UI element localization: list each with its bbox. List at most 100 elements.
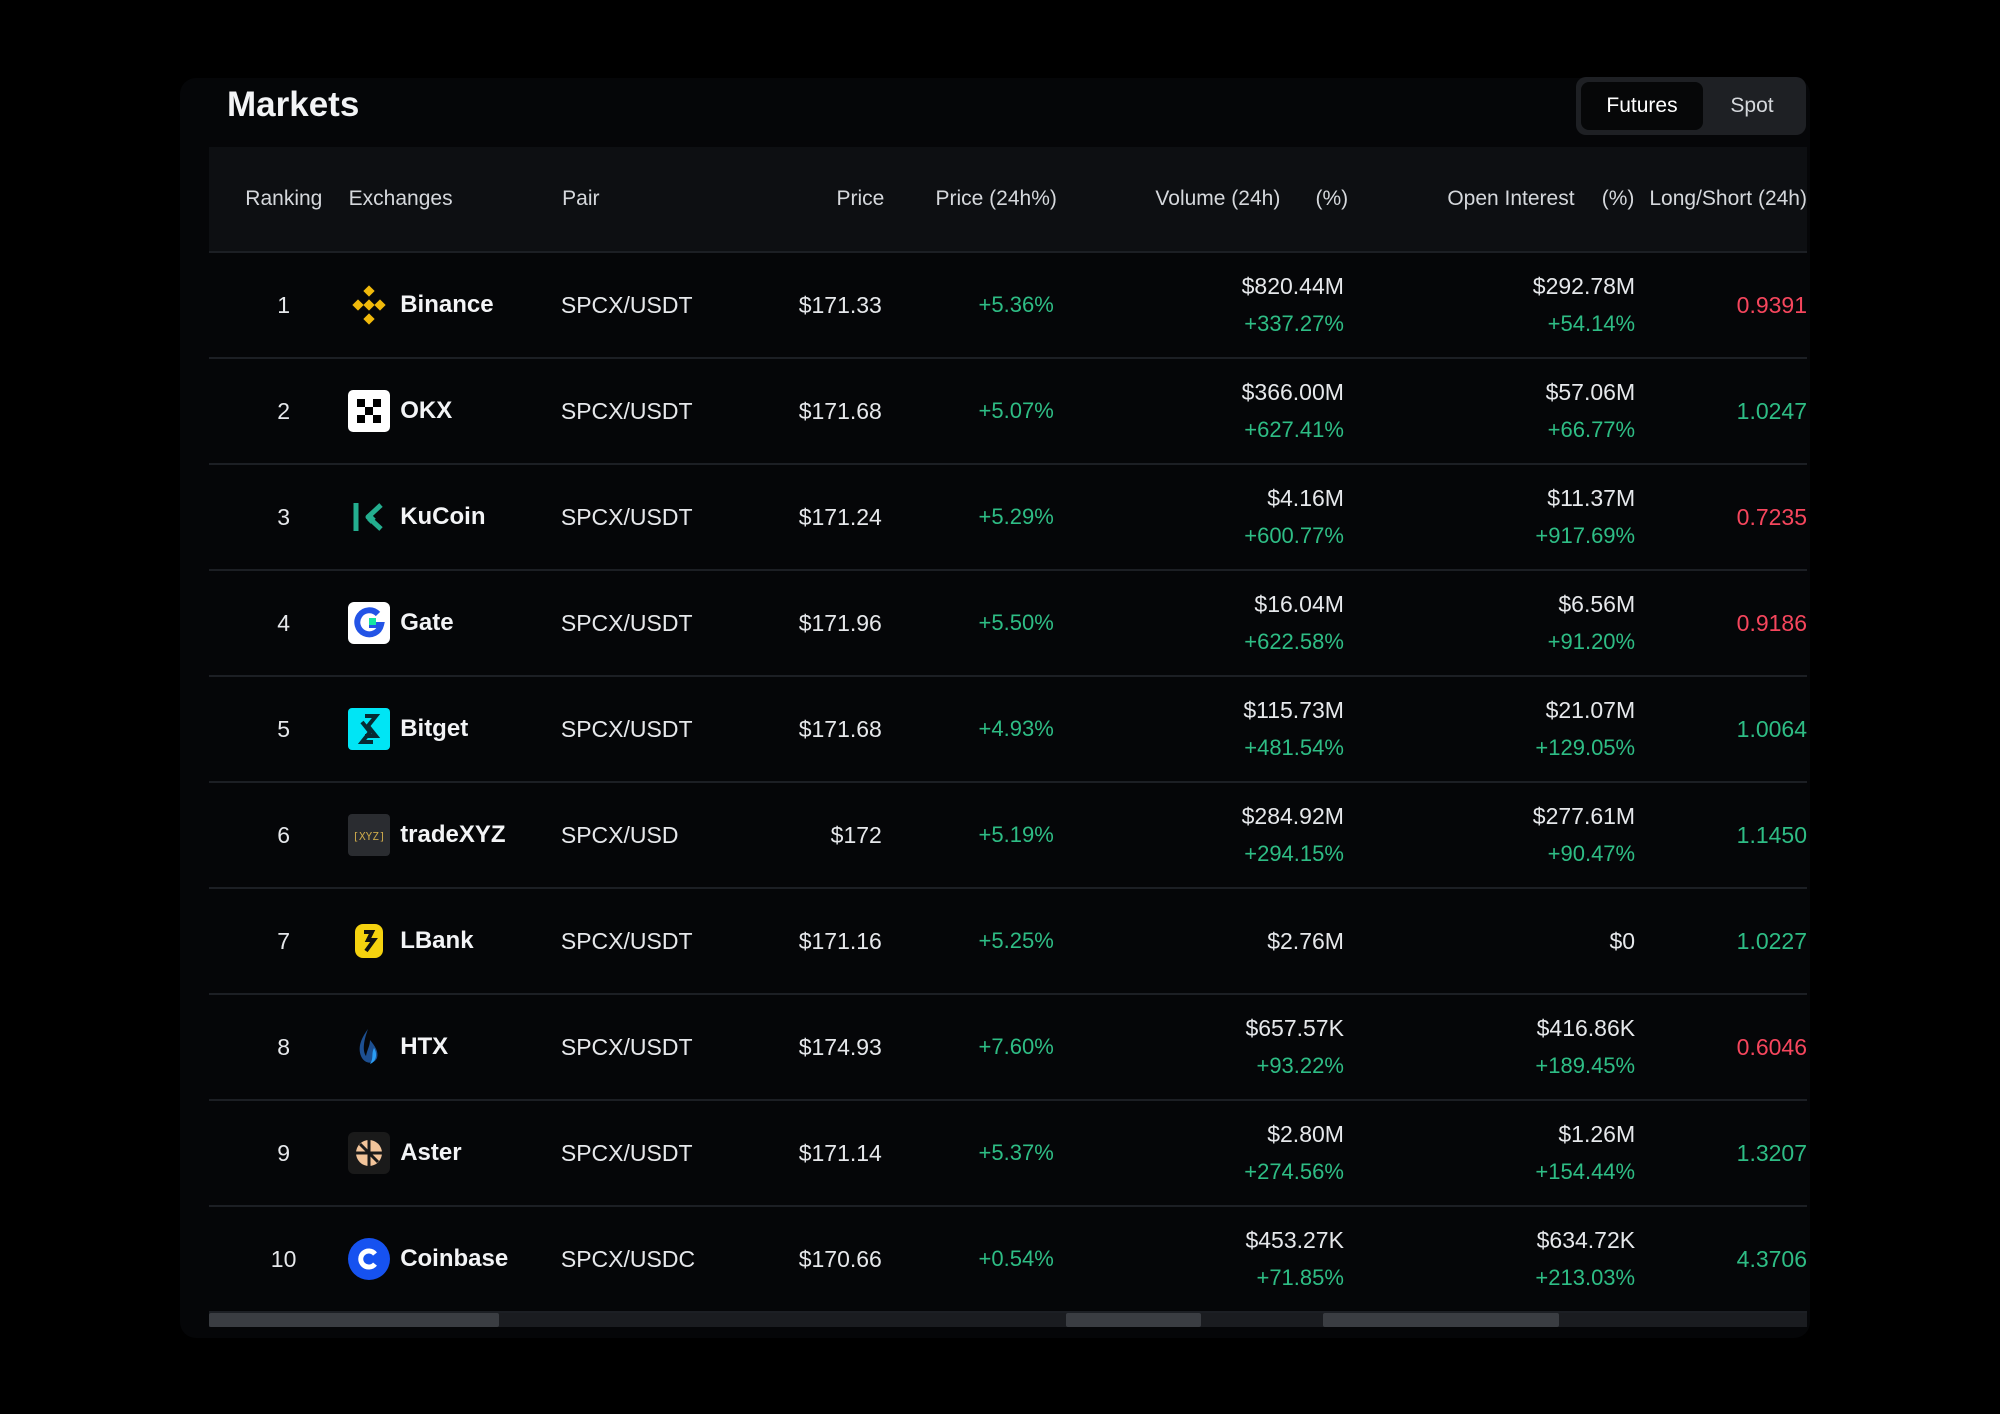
table-row[interactable]: 8 HTX SPCX/USDT $174.93 +7.60% $657.57K +93.22… [209, 995, 1807, 1101]
exchange-name[interactable]: tradeXYZ [400, 821, 506, 848]
rank-cell: 4 [277, 609, 290, 636]
volume-change: +71.85% [1256, 1265, 1344, 1290]
col-price-24h[interactable]: Price (24h%) [935, 187, 1057, 210]
volume-value: $453.27K [1245, 1227, 1344, 1253]
long-short-cell: 1.0247 [1736, 397, 1808, 424]
scrollbar-thumb[interactable] [1066, 1313, 1201, 1327]
table-row[interactable]: 5 Bitget SPCX/USDT $171.68 +4.93% $115.73M +48… [209, 677, 1807, 783]
exchange-name[interactable]: Gate [400, 609, 454, 636]
long-short-cell: 0.9391 [1736, 291, 1808, 318]
table-row[interactable]: 4 Gate SPCX/USDT $171.96 +5.50% $16.04M +622.5… [209, 571, 1807, 677]
exchange-cell[interactable]: OKX [348, 390, 559, 432]
long-short-cell: 0.9186 [1736, 609, 1808, 636]
price-cell: $171.16 [798, 927, 882, 954]
volume-value: $657.57K [1245, 1015, 1344, 1041]
col-ranking[interactable]: Ranking [245, 187, 323, 210]
col-price[interactable]: Price [836, 187, 885, 210]
oi-change: +917.69% [1535, 523, 1636, 548]
open-interest-cell: $21.07M +129.05% [1344, 691, 1635, 767]
exchange-name[interactable]: LBank [400, 927, 474, 954]
exchange-name[interactable]: Bitget [400, 715, 469, 742]
exchange-cell[interactable]: Aster [348, 1132, 559, 1174]
oi-value: $11.37M [1547, 485, 1636, 511]
scrollbar-thumb[interactable] [1323, 1313, 1559, 1327]
okx-icon [348, 390, 391, 432]
exchange-cell[interactable]: Binance [348, 284, 559, 326]
col-exchanges[interactable]: Exchanges [348, 187, 453, 210]
exchange-cell[interactable]: [XYZ] tradeXYZ [348, 814, 559, 856]
tab-spot[interactable]: Spot [1730, 94, 1774, 117]
table-row[interactable]: 1 Binance SPCX/USDT $171.33 +5.36% $820.44M +3… [209, 253, 1807, 359]
long-short-cell: 0.6046 [1736, 1033, 1808, 1060]
exchange-name[interactable]: HTX [400, 1033, 449, 1060]
exchange-cell[interactable]: Gate [348, 602, 559, 644]
exchange-name[interactable]: Coinbase [400, 1245, 509, 1272]
price-change-cell: +0.54% [978, 1246, 1054, 1271]
col-pair[interactable]: Pair [562, 187, 600, 210]
price-cell: $171.68 [798, 397, 882, 424]
price-change-cell: +5.36% [978, 292, 1054, 317]
oi-value: $21.07M [1545, 697, 1636, 723]
col-open-interest[interactable]: Open Interest [1447, 187, 1575, 210]
exchange-name[interactable]: Aster [400, 1139, 462, 1166]
long-short-cell: 1.3207 [1736, 1139, 1808, 1166]
volume-value: $820.44M [1241, 273, 1344, 299]
pair-cell: SPCX/USDT [560, 397, 693, 424]
oi-change: +91.20% [1547, 629, 1636, 654]
scrollbar-thumb[interactable] [209, 1313, 499, 1327]
table-row[interactable]: 9 Aster SPCX/USDT $171.14 +5.37% $2.80M +274.5… [209, 1101, 1807, 1207]
table-row[interactable]: 10 Coinbase SPCX/USDC $170.66 +0.54% $453.27K… [209, 1207, 1807, 1313]
exchange-cell[interactable]: LBank [348, 920, 559, 962]
exchange-cell[interactable]: HTX [348, 1026, 559, 1068]
col-volume-pct[interactable]: (%) [1315, 187, 1349, 210]
volume-cell: $16.04M +622.58% [1054, 585, 1344, 661]
price-cell: $170.66 [798, 1245, 882, 1272]
market-type-toggle[interactable]: Futures Spot [1576, 77, 1806, 135]
kucoin-icon [348, 496, 390, 538]
price-cell: $171.24 [798, 503, 882, 530]
exchange-name[interactable]: OKX [400, 397, 453, 424]
volume-change: +294.15% [1244, 841, 1344, 866]
exchange-name[interactable]: Binance [400, 291, 494, 318]
oi-value: $0 [1609, 928, 1636, 954]
volume-change: +337.27% [1244, 311, 1344, 336]
oi-value: $277.61M [1532, 803, 1636, 829]
table-row[interactable]: 2 OKX SPCX/USDT $171.68 +5.07% $366.00M +627.4… [209, 359, 1807, 465]
pair-cell: SPCX/USDT [560, 1139, 693, 1166]
long-short-cell: 0.7235 [1736, 503, 1808, 530]
volume-value: $4.16M [1267, 485, 1344, 511]
exchange-cell[interactable]: Bitget [348, 708, 559, 750]
col-oi-pct[interactable]: (%) [1601, 187, 1635, 210]
volume-value: $115.73M [1243, 697, 1344, 723]
table-row[interactable]: 6 [XYZ] tradeXYZ SPCX/USD $172 +5.19% $284.92M… [209, 783, 1807, 889]
tab-futures[interactable]: Futures [1581, 82, 1703, 130]
open-interest-cell: $6.56M +91.20% [1344, 585, 1635, 661]
table-row[interactable]: 3 KuCoin SPCX/USDT $171.24 +5.29% $4.16M +600.… [209, 465, 1807, 571]
pair-cell: SPCX/USDC [560, 1245, 696, 1272]
col-long-short[interactable]: Long/Short (24h) [1649, 187, 1807, 210]
volume-change: +622.58% [1244, 629, 1344, 654]
htx-icon [348, 1026, 390, 1068]
horizontal-scrollbar[interactable] [209, 1313, 1807, 1327]
long-short-cell: 1.0064 [1736, 715, 1808, 742]
price-cell: $174.93 [798, 1033, 882, 1060]
price-change-cell: +5.07% [978, 398, 1054, 423]
page-title: Markets [227, 85, 360, 124]
volume-cell: $4.16M +600.77% [1054, 479, 1344, 555]
long-short-cell: 4.3706 [1736, 1245, 1808, 1272]
col-volume[interactable]: Volume (24h) [1155, 187, 1281, 210]
exchange-cell[interactable]: KuCoin [348, 496, 559, 538]
price-cell: $171.96 [798, 609, 882, 636]
volume-change: +600.77% [1244, 523, 1344, 548]
pair-cell: SPCX/USDT [560, 503, 693, 530]
price-cell: $171.14 [798, 1139, 882, 1166]
oi-change: +129.05% [1535, 735, 1636, 760]
open-interest-cell: $57.06M +66.77% [1344, 373, 1636, 449]
volume-value: $2.76M [1267, 928, 1344, 954]
oi-change: +54.14% [1547, 311, 1636, 336]
oi-change: +154.44% [1535, 1159, 1636, 1184]
table-row[interactable]: 7 LBank SPCX/USDT $171.16 +5.25% $2.76M $0 1.02… [209, 889, 1807, 995]
rank-cell: 9 [277, 1139, 290, 1166]
exchange-name[interactable]: KuCoin [400, 503, 486, 530]
exchange-cell[interactable]: Coinbase [348, 1238, 559, 1280]
